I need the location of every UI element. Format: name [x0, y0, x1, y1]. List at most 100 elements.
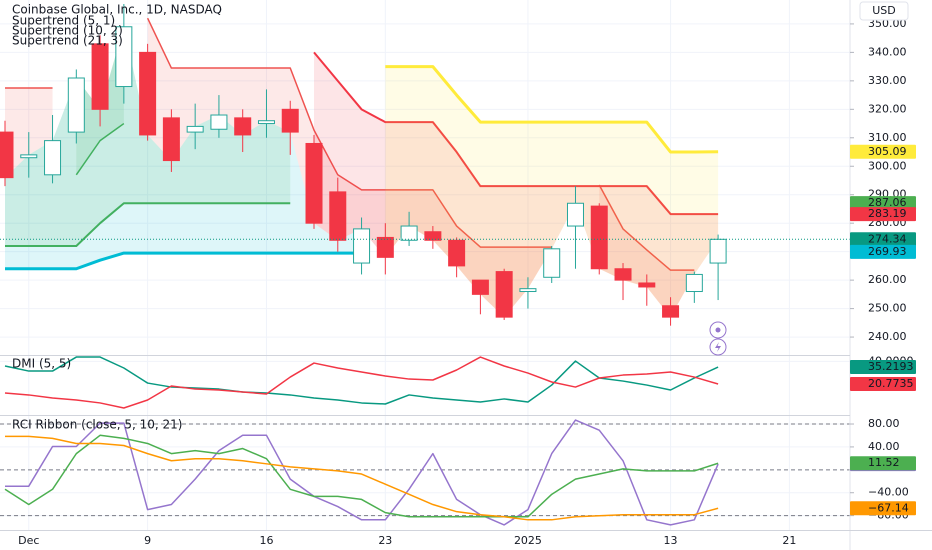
candle-body — [186, 125, 204, 133]
y-tick-label: 310.00 — [868, 131, 907, 144]
candle-body — [590, 205, 608, 270]
legend: Coinbase Global, Inc., 1D, NASDAQ Supert… — [12, 3, 222, 432]
price-label-box — [850, 196, 916, 211]
value-label-box — [850, 377, 916, 392]
candle-body — [305, 142, 323, 224]
candle-body — [353, 228, 371, 264]
candle-body — [162, 117, 180, 162]
candle-body — [566, 202, 584, 227]
x-tick-label: 9 — [144, 534, 151, 547]
x-tick-label: Dec — [18, 534, 39, 547]
trend-fill — [76, 26, 124, 175]
price-label-box — [850, 207, 916, 222]
indicator-line — [5, 419, 719, 526]
value-label: 20.7735 — [868, 377, 914, 390]
x-tick-label: 13 — [664, 534, 678, 547]
y-tick-label: 40.00 — [868, 440, 900, 453]
candle-body — [210, 114, 228, 130]
supertrend-line — [5, 251, 362, 271]
candle-body — [638, 282, 656, 288]
supertrend-line — [5, 202, 291, 247]
candle-body — [115, 26, 133, 88]
symbol-title: Coinbase Global, Inc., 1D, NASDAQ — [12, 3, 222, 17]
y-tick-label: 260.00 — [868, 273, 907, 286]
y-tick-label: 320.00 — [868, 102, 907, 115]
x-tick-label: 16 — [259, 534, 273, 547]
y-tick-label: 80.00 — [868, 417, 900, 430]
x-tick-label: 21 — [782, 534, 796, 547]
supertrend-line — [385, 65, 719, 154]
indicator-label: Supertrend (21, 3) — [12, 34, 123, 48]
value-label-box — [850, 456, 916, 471]
price-label: 287.06 — [868, 196, 907, 209]
indicator-label: RCI Ribbon (close, 5, 10, 21) — [12, 418, 182, 432]
candle-body — [281, 108, 299, 133]
price-label: 269.93 — [868, 245, 907, 258]
trend-fill — [599, 185, 695, 318]
trend-fill — [314, 52, 719, 318]
indicator-line — [4, 356, 719, 409]
candle-body — [234, 117, 252, 136]
indicator-label: Supertrend (5, 1) — [12, 14, 115, 28]
candle-body — [376, 236, 394, 258]
chart-icons — [709, 321, 727, 356]
candle-body — [67, 77, 85, 133]
trend-fill — [5, 26, 362, 269]
value-label: 35.2193 — [868, 360, 914, 373]
value-label: 11.52 — [868, 456, 900, 469]
value-label-box — [850, 501, 916, 516]
candle-body — [20, 154, 38, 159]
value-label-box — [850, 360, 916, 375]
event-icon-dot — [715, 327, 721, 333]
value-label: −67.14 — [868, 501, 909, 514]
y-tick-label: 330.00 — [868, 74, 907, 87]
price-label-box — [850, 244, 916, 259]
candle-body — [543, 248, 561, 278]
price-axis: 240.00250.00260.00270.00280.00290.00300.… — [850, 17, 916, 522]
y-tick-label: −40.00 — [868, 486, 909, 499]
currency-label[interactable]: USD — [872, 4, 896, 17]
candle-body — [400, 225, 418, 241]
candle-body — [662, 305, 680, 318]
candle-body — [424, 231, 442, 241]
x-tick-label: 23 — [378, 534, 392, 547]
event-icon-bolt — [715, 342, 721, 352]
trend-fill — [385, 66, 719, 318]
price-label-box — [850, 232, 916, 247]
candle-body — [685, 273, 703, 293]
x-tick-label: 2025 — [514, 534, 542, 547]
y-tick-label: 300.00 — [868, 159, 907, 172]
candle-body — [0, 131, 14, 179]
candle-body — [44, 140, 62, 176]
plot-area — [0, 3, 850, 526]
candle-body — [257, 120, 275, 125]
candle-body — [91, 43, 109, 110]
candle-body — [709, 238, 727, 264]
candle-body — [139, 51, 157, 136]
supertrend-line — [598, 184, 695, 271]
grid — [0, 0, 850, 530]
supertrend-line — [146, 17, 552, 248]
candle-body — [614, 268, 632, 281]
y-tick-label: 250.00 — [868, 302, 907, 315]
candle-body — [495, 271, 513, 318]
supertrend-line — [313, 51, 719, 216]
price-label-box — [850, 144, 916, 159]
price-label: 274.34 — [868, 232, 907, 245]
y-tick-label: 340.00 — [868, 45, 907, 58]
indicator-label: Supertrend (10, 2) — [12, 24, 123, 38]
candle-body — [471, 279, 489, 295]
candle-body — [519, 288, 537, 293]
supertrend-line — [75, 122, 125, 176]
indicator-line — [4, 434, 719, 518]
candle-body — [329, 191, 347, 241]
candle-body — [448, 239, 466, 267]
price-label: 283.19 — [868, 207, 907, 220]
price-label: 305.09 — [868, 145, 907, 158]
indicator-line — [5, 435, 719, 521]
indicator-label: DMI (5, 5) — [12, 357, 71, 371]
y-tick-label: 240.00 — [868, 330, 907, 343]
currency-button[interactable] — [859, 1, 909, 21]
